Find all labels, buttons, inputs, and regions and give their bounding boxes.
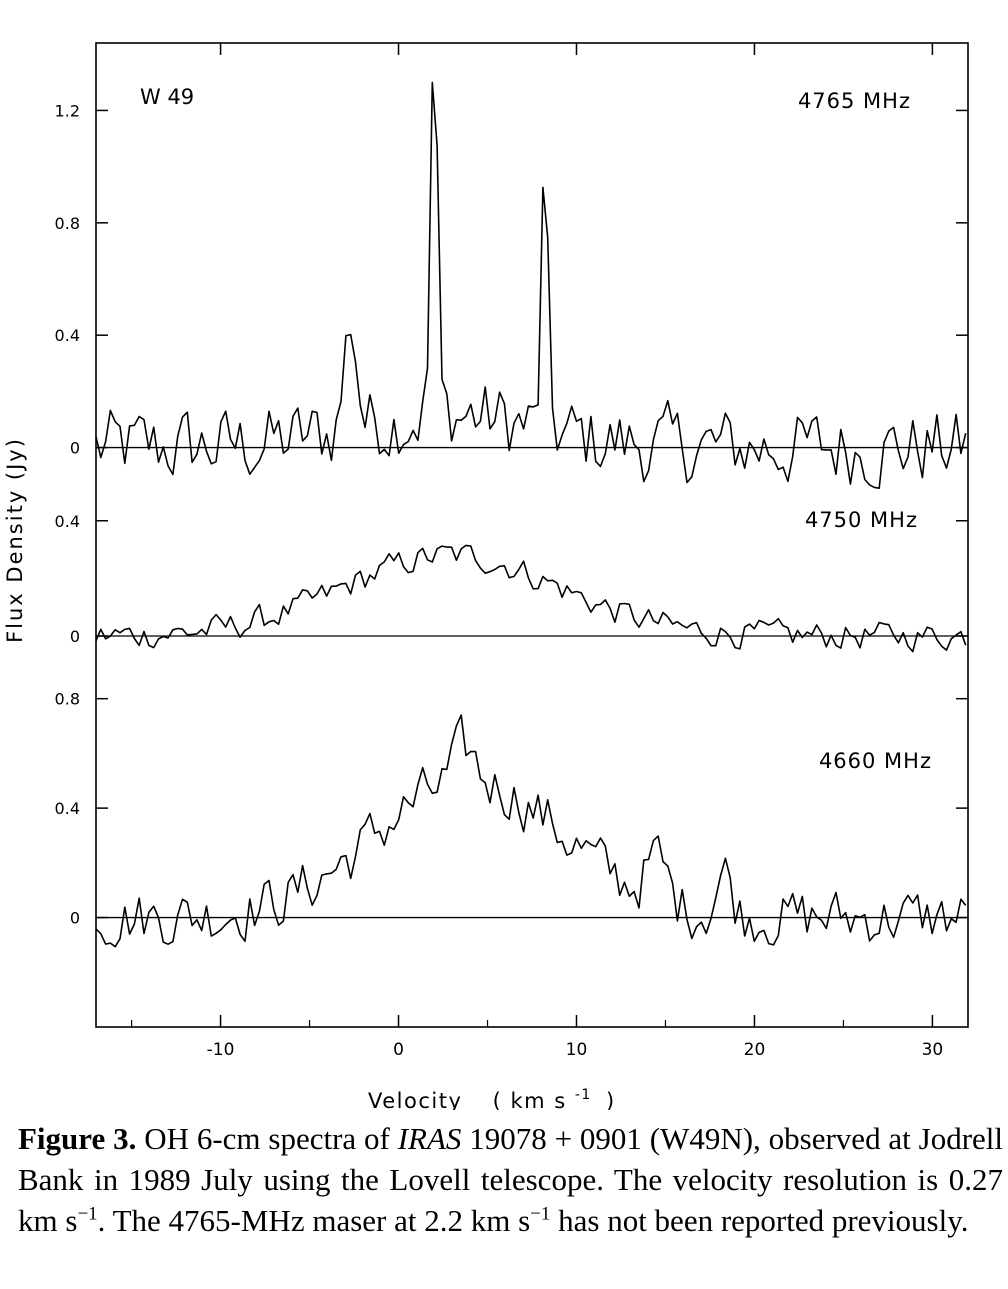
x-tick-label: 10 xyxy=(566,1040,588,1060)
plot-frame xyxy=(95,42,969,1028)
x-tick-label: -10 xyxy=(207,1040,235,1060)
y-tick-label: 0.4 xyxy=(55,326,80,345)
source-label: W 49 xyxy=(140,85,194,109)
figure-caption: Figure 3. OH 6-cm spectra of IRAS 19078 … xyxy=(18,1118,1003,1241)
x-axis-label-name: Velocity xyxy=(368,1089,462,1110)
y-tick-label: 0.4 xyxy=(55,799,80,818)
spectrum-line-4750-mhz xyxy=(95,544,967,653)
y-axis-label: Flux Density (Jy) xyxy=(3,437,27,643)
caption-text-b: 19078 + 0901 (W49N), observed at Jodrell… xyxy=(18,1121,1004,1238)
panel-frequency-label: 4765 MHz xyxy=(798,89,911,113)
x-tick-label: 30 xyxy=(922,1040,944,1060)
y-tick-label: 0.8 xyxy=(55,690,80,709)
x-tick-label: 0 xyxy=(393,1040,404,1060)
y-tick-label: 0.8 xyxy=(55,214,80,233)
y-tick-label: 0 xyxy=(70,439,80,458)
caption-exp-1: −1 xyxy=(77,1203,98,1225)
caption-label: Figure 3. xyxy=(18,1121,137,1156)
labels-layer: 4765 MHz 4750 MHz 4660 MHz xyxy=(798,89,932,773)
y-tick-label: 0.4 xyxy=(55,512,80,531)
x-tick-label: 20 xyxy=(744,1040,766,1060)
caption-text-d: has not been reported previously. xyxy=(550,1203,969,1238)
x-axis-label-unit-exp: -1 xyxy=(575,1087,592,1103)
caption-exp-2: −1 xyxy=(530,1203,551,1225)
caption-text-c: . The 4765-MHz maser at 2.2 km s xyxy=(97,1203,531,1238)
y-tick-label: 0 xyxy=(70,909,80,928)
spectrum-line-4765-mhz xyxy=(95,81,967,489)
panel-frequency-label: 4750 MHz xyxy=(805,508,918,532)
panel-frequency-label: 4660 MHz xyxy=(819,749,932,773)
spectra-figure: -10 0 10 20 30 0 0.4 0.8 1.2 0 0.4 0 0.4 0.8 4765 MHz… xyxy=(3,42,969,1110)
y-tick-label: 0 xyxy=(70,627,80,646)
caption-italic: IRAS xyxy=(397,1121,462,1156)
y-tick-label: 1.2 xyxy=(55,101,80,120)
caption-text-a: OH 6-cm spectra of xyxy=(136,1121,398,1156)
x-axis-label: Velocity ( km s -1 ) xyxy=(368,1080,616,1110)
x-axis-label-unit: ( km s xyxy=(493,1089,567,1110)
spectrum-line-4660-mhz xyxy=(95,714,967,948)
x-axis-label-unit-close: ) xyxy=(606,1089,616,1110)
spectra-layer xyxy=(95,81,967,948)
